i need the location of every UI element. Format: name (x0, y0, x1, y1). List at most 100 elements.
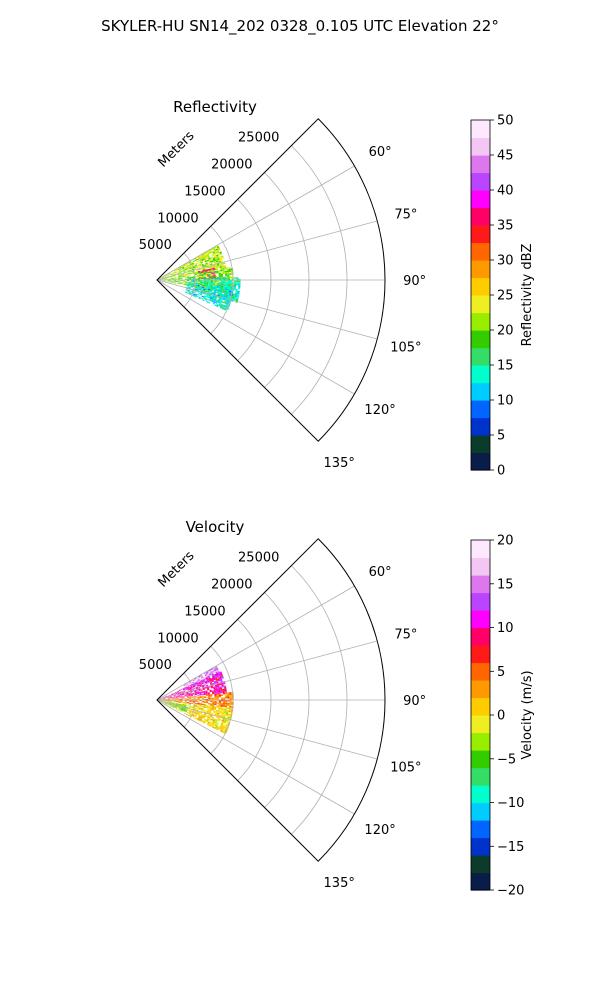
reflectivity-echo-cell (237, 292, 240, 295)
velocity-echo-cell (186, 692, 189, 694)
velocity-echo-cell (203, 684, 206, 686)
reflectivity-echo-cell (165, 281, 168, 282)
velocity-echo-cell (185, 708, 188, 710)
velocity-echo-cell (164, 703, 167, 705)
colorbar-segment (471, 575, 490, 594)
reflectivity-echo-cell (181, 266, 185, 269)
reflectivity-echo-cell (180, 282, 183, 284)
reflectivity-echo-cell (165, 276, 168, 278)
colorbar-segment (471, 837, 490, 856)
reflectivity-echo-cell (221, 255, 224, 258)
reflectivity-echo-cell (184, 283, 187, 285)
reflectivity-echo-cell (219, 258, 223, 261)
velocity-echo-cell (212, 666, 216, 669)
reflectivity-echo-cell (184, 267, 187, 269)
reflectivity-echo-cell (213, 266, 216, 268)
reflectivity-echo-cell (203, 258, 207, 261)
reflectivity-echo-cell (229, 280, 233, 283)
velocity-echo-cell (195, 711, 198, 714)
reflectivity-echo-cell (215, 265, 218, 268)
velocity-echo-cell (214, 696, 217, 698)
azimuth-tick-label: 120° (364, 823, 395, 838)
velocity-echo-cell (192, 683, 195, 686)
reflectivity-echo-cell (189, 269, 192, 271)
velocity-echo-cell (180, 710, 183, 712)
reflectivity-echo-cell (180, 281, 183, 283)
reflectivity-echo-cell (184, 281, 187, 282)
reflectivity-echo-cell (172, 278, 175, 279)
reflectivity-echo-cell (201, 274, 204, 276)
colorbar-segment (471, 120, 490, 139)
velocity-echo-cell (215, 719, 218, 721)
velocity-echo-cell (184, 695, 187, 697)
reflectivity-echo-cell (195, 265, 198, 267)
velocity-echo-cell (219, 687, 223, 690)
reflectivity-echo-cell (180, 267, 183, 270)
velocity-echo-cell (226, 721, 229, 724)
reflectivity-echo-cell (222, 272, 225, 274)
velocity-echo-cell (170, 693, 173, 695)
reflectivity-echo-cell (209, 259, 212, 262)
reflectivity-echo-cell (191, 261, 194, 263)
reflectivity-echo-cell (222, 289, 225, 292)
velocity-echo-cell (211, 667, 214, 670)
velocity-echo-cell (174, 692, 178, 694)
reflectivity-echo-cell (207, 274, 211, 276)
reflectivity-echo-cell (199, 287, 202, 289)
velocity-echo-cell (169, 701, 172, 702)
velocity-echo-cell (163, 696, 166, 698)
reflectivity-azimuth-spoke (156, 279, 355, 395)
velocity-echo-cell (217, 686, 220, 689)
velocity-echo-cell (190, 693, 193, 695)
reflectivity-echo-cell (199, 273, 202, 275)
velocity-echo-cell (211, 716, 215, 719)
reflectivity-echo-cell (180, 275, 183, 277)
velocity-echo-cell (165, 703, 167, 705)
velocity-echo-cell (198, 688, 201, 691)
velocity-echo-cell (184, 700, 187, 702)
reflectivity-echo-cell (202, 282, 205, 284)
reflectivity-echo-cell (216, 280, 219, 283)
velocity-echo-cell (207, 693, 211, 695)
reflectivity-echo-cell (173, 276, 176, 277)
velocity-echo-cell (195, 704, 198, 706)
reflectivity-echo-cell (215, 299, 219, 302)
velocity-echo-cell (215, 710, 218, 712)
velocity-echo-cell (221, 719, 225, 722)
velocity-echo-cell (217, 685, 220, 688)
velocity-echo-cell (214, 727, 217, 730)
velocity-echo-cell (195, 697, 198, 699)
velocity-echo-cell (216, 697, 219, 699)
reflectivity-echo-cell (209, 251, 213, 254)
colorbar-tick-label: −10 (497, 796, 524, 811)
velocity-echo-cell (182, 702, 185, 704)
reflectivity-echo-cell (221, 307, 225, 310)
reflectivity-echo-cell (221, 265, 224, 268)
azimuth-tick-label: 105° (390, 341, 421, 356)
velocity-echo-cell (182, 687, 185, 690)
velocity-azimuth-spoke (156, 699, 378, 760)
velocity-echo-cell (210, 697, 213, 699)
velocity-echo-cell (210, 685, 214, 688)
reflectivity-echo-cell (209, 289, 213, 291)
reflectivity-echo-cell (205, 256, 208, 259)
velocity-echo-cell (227, 704, 230, 707)
velocity-echo-cell (201, 694, 204, 696)
reflectivity-echo-cell (192, 295, 195, 297)
velocity-echo-cell (179, 707, 182, 709)
reflectivity-echo-cell (177, 268, 180, 270)
reflectivity-echo-cell (169, 280, 172, 282)
velocity-echo-cell (195, 686, 198, 689)
velocity-echo-cell (173, 693, 176, 695)
velocity-echo-cell (205, 705, 208, 707)
velocity-echo-cell (200, 717, 203, 719)
reflectivity-echo-cell (221, 280, 224, 282)
reflectivity-echo-cell (188, 272, 191, 274)
velocity-echo-cell (224, 710, 227, 712)
velocity-echo-cell (226, 707, 230, 710)
velocity-echo-cell (221, 683, 224, 685)
reflectivity-echo-cell (193, 266, 196, 269)
range-tick-label: 25000 (238, 551, 279, 566)
velocity-echo-cell (186, 711, 189, 714)
velocity-echo-cell (216, 675, 219, 678)
